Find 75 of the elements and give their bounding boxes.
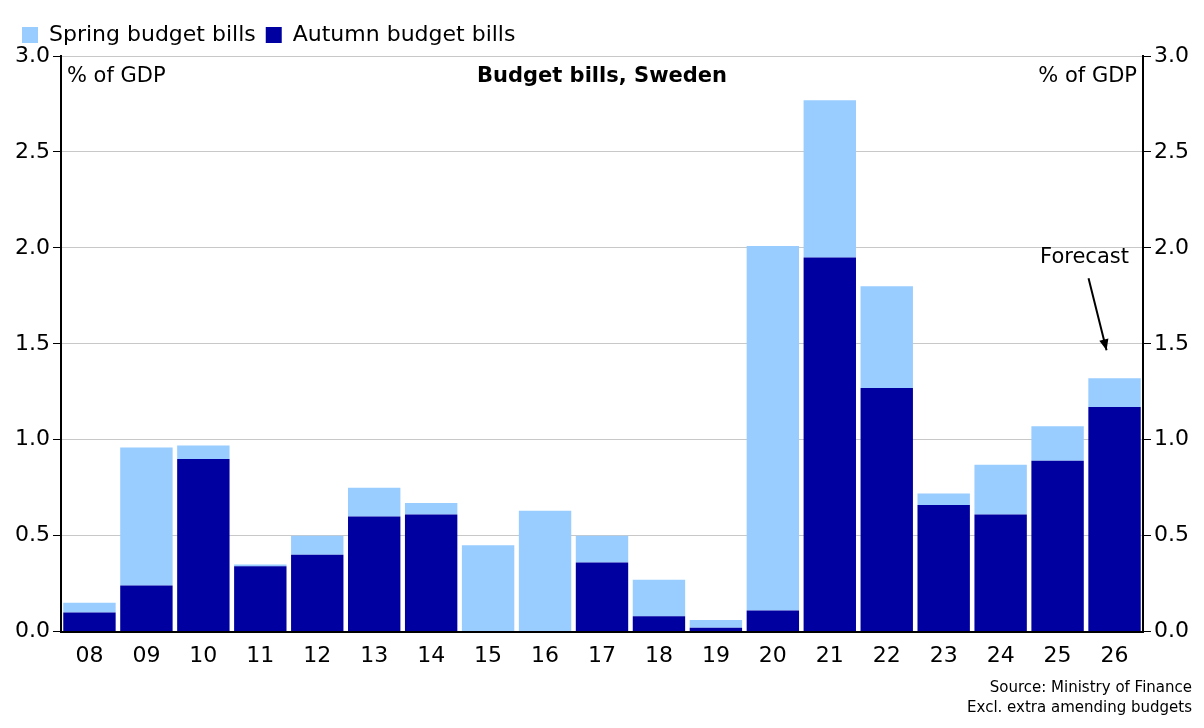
x-tick-label: 13 <box>360 641 389 667</box>
y-tick-label: 0.5 <box>14 521 50 547</box>
bar <box>746 245 800 611</box>
legend-label: Spring budget bills <box>49 20 256 46</box>
y-axis-title: % of GDP <box>66 62 166 87</box>
y-tick-label: 2.0 <box>14 233 50 259</box>
y2-tick-label: 2.5 <box>1154 137 1190 163</box>
x-tick-label: 19 <box>701 641 730 667</box>
y-tick-label: 0.0 <box>14 617 50 643</box>
x-tick-label: 26 <box>1100 641 1129 667</box>
x-tick-label: 25 <box>1043 641 1072 667</box>
bar <box>860 387 913 632</box>
bar <box>632 579 686 617</box>
annotation: Forecast <box>1040 244 1129 269</box>
bar <box>518 510 572 632</box>
x-tick-label: 14 <box>417 641 446 667</box>
y2-tick-label: 0.5 <box>1154 521 1190 547</box>
x-tick-label: 17 <box>588 641 616 667</box>
x-tick-label: 22 <box>872 641 901 667</box>
bar <box>63 602 116 613</box>
x-tick-label: 15 <box>474 641 503 667</box>
y2-axis-title: % of GDP <box>1038 62 1138 87</box>
bar <box>348 487 401 517</box>
bar <box>1031 460 1084 632</box>
x-tick-label: 10 <box>189 641 218 667</box>
bar <box>177 458 230 632</box>
bar <box>917 504 970 632</box>
bar <box>1088 407 1141 632</box>
bar <box>917 493 970 505</box>
bar <box>974 514 1027 632</box>
y-tick-label: 1.0 <box>14 425 50 451</box>
legend-label: Autumn budget bills <box>292 20 516 46</box>
y2-tick-label: 3.0 <box>1154 41 1190 67</box>
bar <box>348 516 401 632</box>
bar <box>974 464 1027 515</box>
x-tick-label: 08 <box>75 641 104 667</box>
x-tick-label: 20 <box>758 641 787 667</box>
y2-tick-label: 1.0 <box>1154 425 1190 451</box>
y2-tick-label: 0.0 <box>1154 617 1190 643</box>
y-tick-label: 1.5 <box>14 329 50 355</box>
text: Excl. extra amending budgets <box>967 698 1193 717</box>
x-tick-label: 18 <box>644 641 673 667</box>
bar <box>860 286 913 388</box>
x-tick-label: 16 <box>531 641 560 667</box>
y2-tick-label: 2.0 <box>1154 233 1190 259</box>
bar <box>746 610 800 632</box>
bar <box>120 447 173 586</box>
y-tick-label: 3.0 <box>14 41 50 67</box>
bar <box>177 445 230 459</box>
y-tick-label: 2.5 <box>14 137 50 163</box>
x-tick-label: 09 <box>132 641 161 667</box>
bar <box>404 514 458 632</box>
bar <box>1088 378 1141 408</box>
bar <box>291 554 344 632</box>
bar <box>689 620 743 628</box>
bar <box>120 585 173 632</box>
bar <box>575 562 629 632</box>
x-tick-label: 24 <box>986 641 1015 667</box>
bar <box>234 566 287 632</box>
chart-title: Budget bills, Sweden <box>476 62 728 87</box>
bar <box>291 535 344 555</box>
source-note: Source: Ministry of Finance <box>989 678 1192 697</box>
bar <box>632 616 686 632</box>
bar <box>803 257 856 632</box>
bar <box>803 100 856 258</box>
bar <box>404 503 458 515</box>
x-tick-label: 21 <box>815 641 844 667</box>
bar <box>63 612 116 632</box>
bar <box>1031 426 1084 461</box>
bar <box>461 545 515 632</box>
x-tick-label: 11 <box>246 641 275 667</box>
y2-tick-label: 1.5 <box>1154 329 1190 355</box>
x-tick-label: 12 <box>303 641 332 667</box>
bar <box>575 535 629 563</box>
x-tick-label: 23 <box>929 641 958 667</box>
